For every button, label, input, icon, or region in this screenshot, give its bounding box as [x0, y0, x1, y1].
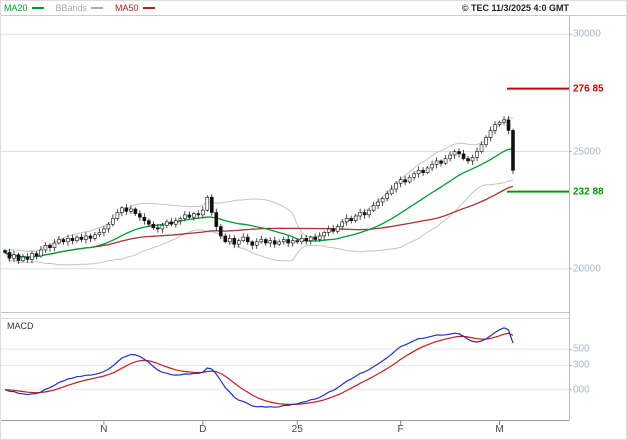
price-axis-label-25000: 25000 [573, 146, 601, 158]
resistance-level-label: 276 85 [573, 83, 604, 95]
macd-panel-title: MACD [7, 321, 34, 331]
x-axis-label-march: M [495, 424, 504, 435]
x-axis-label-december: D [199, 424, 207, 435]
legend-item-bbands: BBands [56, 2, 104, 14]
price-axis-label-20000: 20000 [573, 263, 601, 275]
x-axis-label-february: F [397, 424, 404, 435]
legend-item-ma50: MA50 [115, 2, 155, 14]
macd-axis-label-300: 300 [573, 359, 590, 371]
copyright-text: © TEC 11/3/2025 4:0 GMT [461, 3, 569, 13]
legend-bbands-label: BBands [55, 3, 88, 13]
legend-bbands-line-sample [91, 7, 104, 9]
legend-item-ma20: MA20 [4, 2, 44, 14]
legend-ma50-label: MA50 [115, 3, 139, 13]
support-level-label: 232 88 [573, 186, 604, 198]
macd-axis-label-000: 000 [573, 384, 590, 396]
x-axis-label-november: N [100, 424, 108, 435]
legend-ma50-line-sample [142, 7, 155, 9]
x-axis-label-january25: 25 [291, 424, 303, 435]
legend-ma20-label: MA20 [4, 3, 28, 13]
legend-ma20-line-sample [31, 7, 44, 9]
indicator-legend: MA20 BBands MA50 [4, 2, 155, 14]
price-axis-label-30000: 30000 [573, 28, 601, 40]
macd-axis-label-500: 500 [573, 343, 590, 355]
